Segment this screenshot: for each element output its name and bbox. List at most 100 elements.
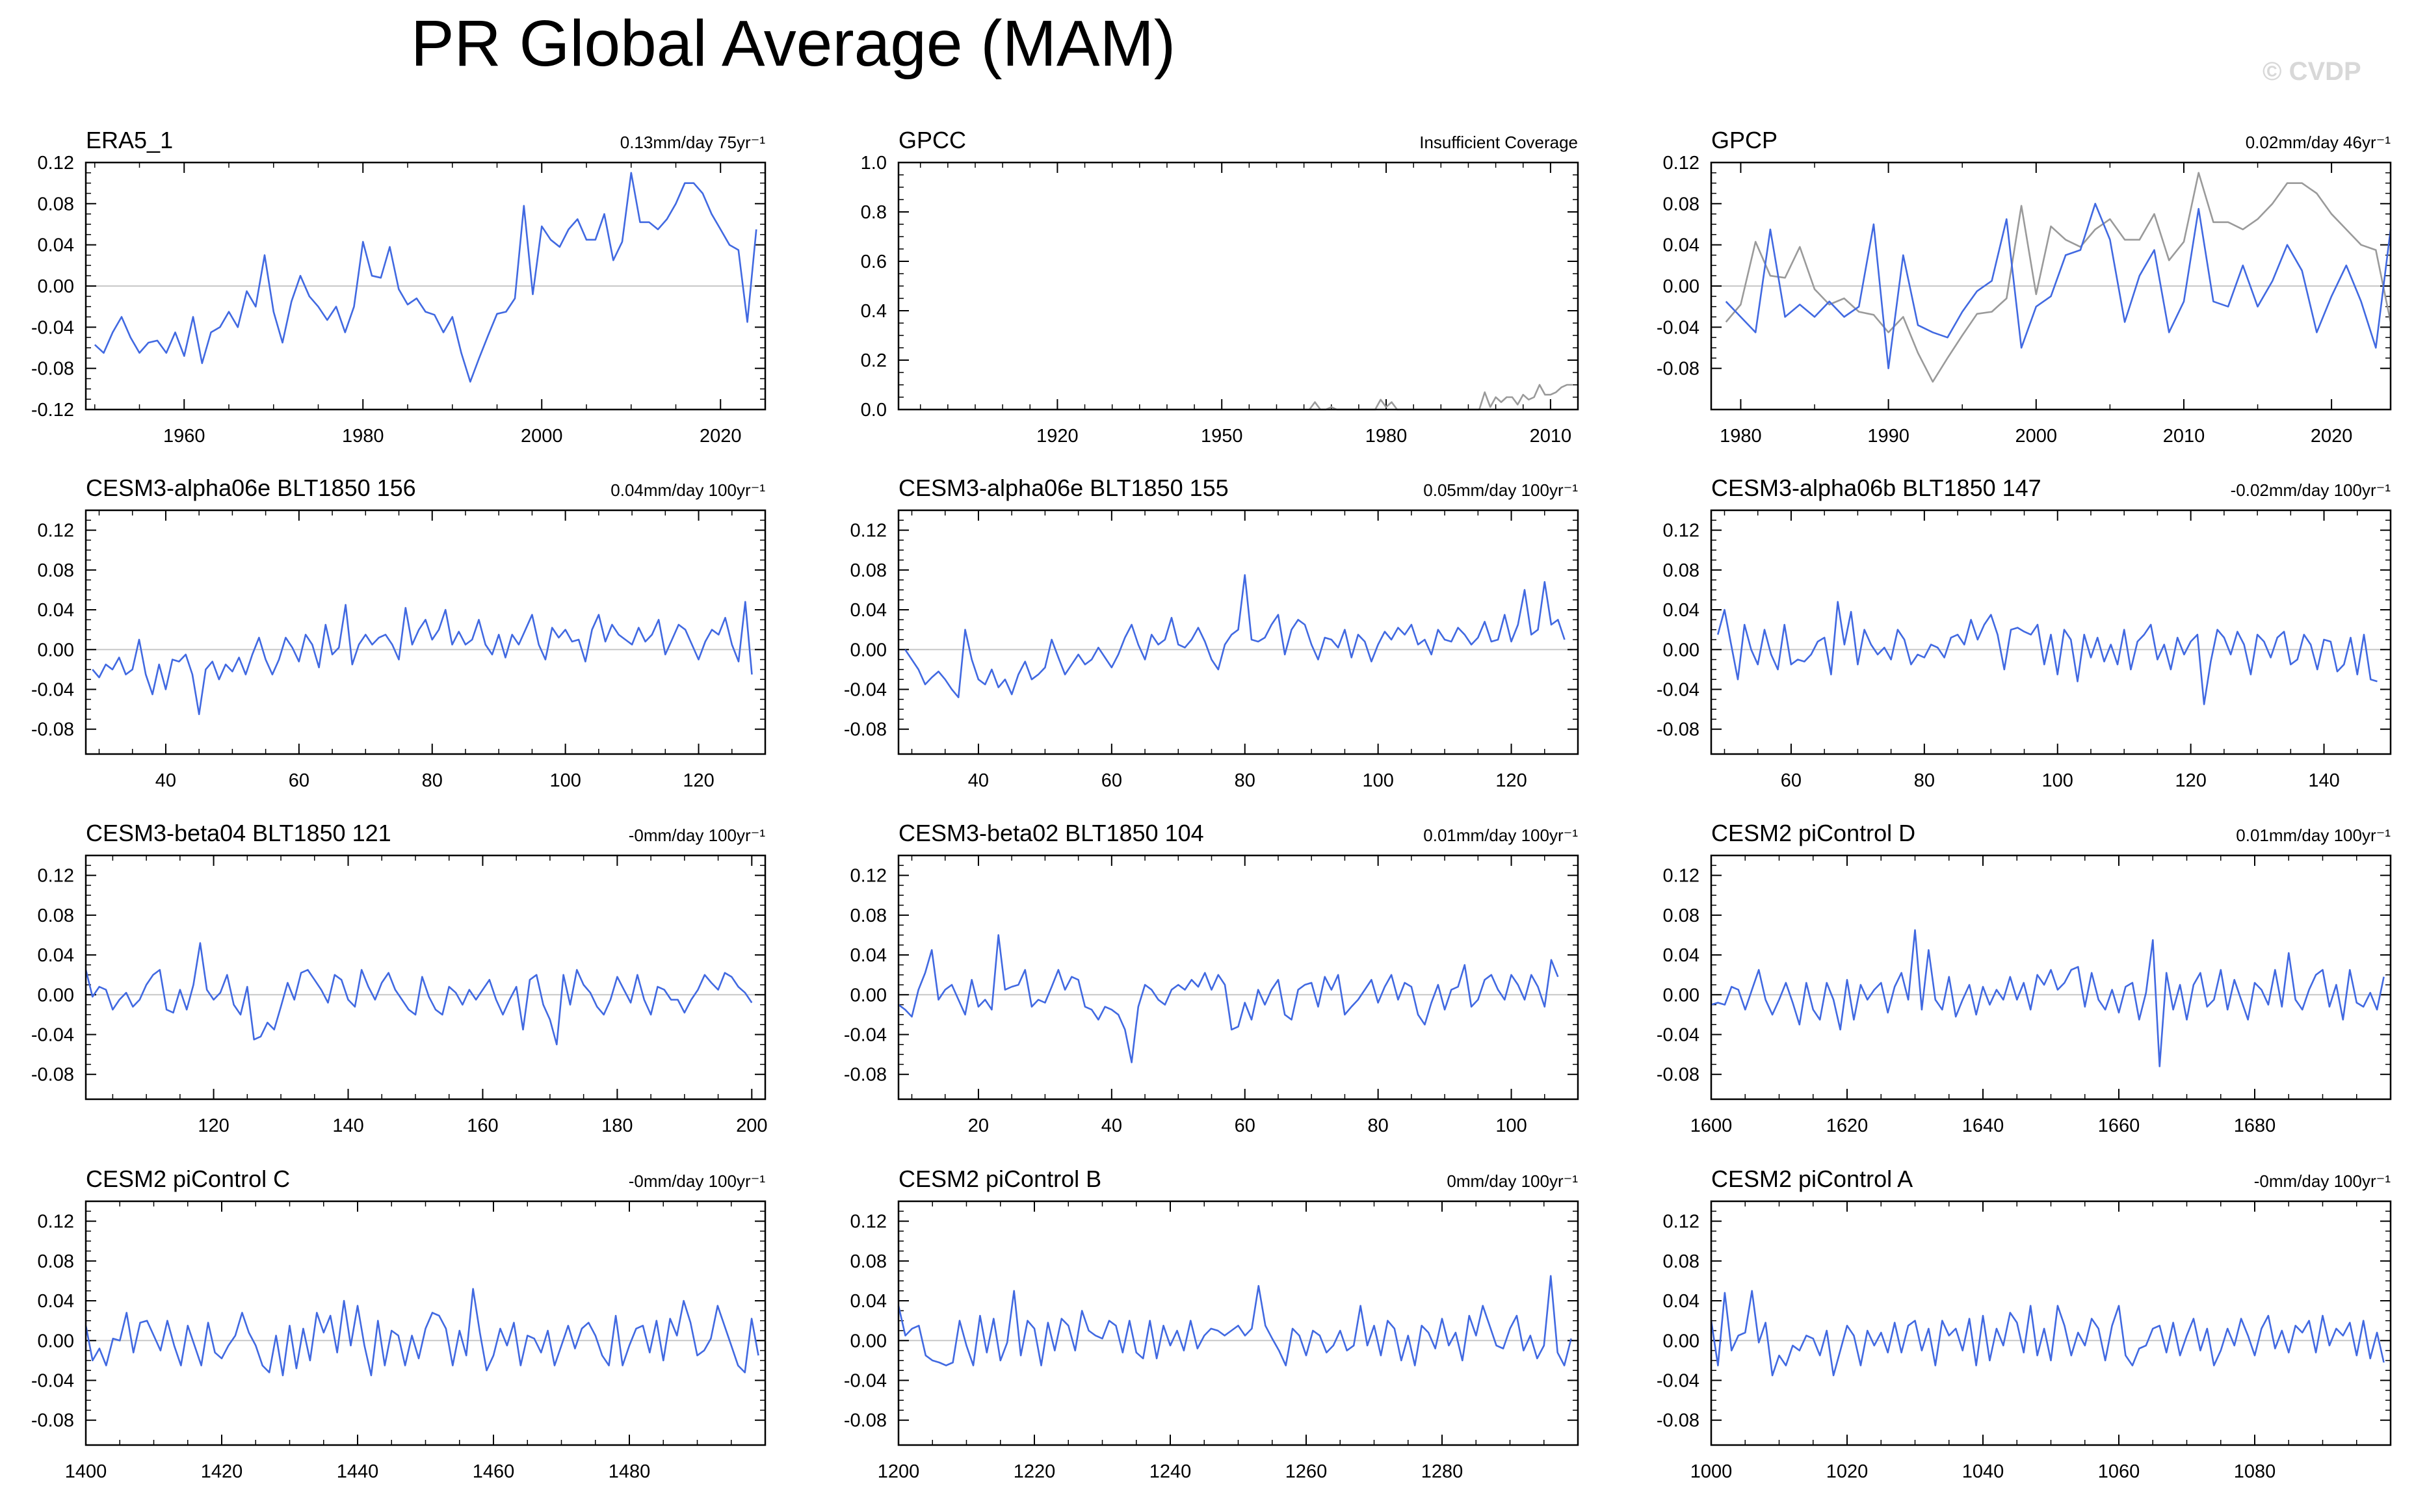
page-title: PR Global Average (MAM) xyxy=(410,7,1176,80)
y-tick-label: 0.12 xyxy=(1663,153,1699,174)
x-tick-label: 1240 xyxy=(1149,1461,1192,1482)
x-tick-label: 1460 xyxy=(473,1461,515,1482)
y-tick-label: -0.04 xyxy=(1657,317,1699,338)
panel-trend: -0mm/day 100yr⁻¹ xyxy=(629,826,766,845)
x-tick-label: 1680 xyxy=(2234,1115,2276,1136)
y-tick-label: 0.2 xyxy=(861,350,887,371)
y-tick-label: 0.6 xyxy=(861,252,887,272)
panel-trend: Insufficient Coverage xyxy=(1419,133,1578,152)
y-tick-label: 0.08 xyxy=(38,906,74,926)
x-tick-label: 1020 xyxy=(1826,1461,1869,1482)
x-tick-label: 60 xyxy=(1781,770,1802,791)
series-line xyxy=(85,1288,759,1377)
y-tick-label: 0.04 xyxy=(1663,600,1699,621)
y-tick-label: 0.04 xyxy=(38,1291,74,1312)
x-tick-label: 1080 xyxy=(2234,1461,2276,1482)
x-tick-label: 120 xyxy=(1495,770,1527,791)
panel-trend: 0.04mm/day 100yr⁻¹ xyxy=(610,480,765,500)
x-tick-label: 1420 xyxy=(201,1461,243,1482)
y-tick-label: 0.08 xyxy=(1663,1251,1699,1272)
y-tick-label: 0.00 xyxy=(1663,276,1699,297)
y-tick-label: 0.8 xyxy=(861,202,887,223)
x-tick-label: 140 xyxy=(2308,770,2339,791)
x-tick-label: 140 xyxy=(332,1115,363,1136)
panel-frame xyxy=(1710,1200,2392,1446)
y-tick-label: 0.08 xyxy=(1663,194,1699,215)
y-tick-label: 0.00 xyxy=(38,1331,74,1351)
series-line xyxy=(94,172,757,383)
x-tick-label: 2010 xyxy=(1530,426,1572,447)
panel-frame xyxy=(1710,509,2392,755)
x-tick-label: 100 xyxy=(2042,770,2073,791)
y-tick-label: 0.12 xyxy=(38,153,74,174)
y-tick-label: 0.00 xyxy=(38,640,74,660)
x-tick-label: 1980 xyxy=(1365,426,1408,447)
y-tick-label: -0.08 xyxy=(31,1411,74,1431)
x-tick-label: 1950 xyxy=(1201,426,1243,447)
panel-frame xyxy=(897,509,1579,755)
x-tick-label: 40 xyxy=(1101,1115,1122,1136)
x-tick-label: 1640 xyxy=(1962,1115,2004,1136)
y-tick-label: 0.12 xyxy=(38,866,74,887)
x-tick-label: 1260 xyxy=(1285,1461,1328,1482)
x-tick-label: 1480 xyxy=(609,1461,651,1482)
panel-trend: 0.05mm/day 100yr⁻¹ xyxy=(1423,480,1578,500)
y-tick-label: -0.04 xyxy=(844,1371,887,1392)
y-tick-label: 0.12 xyxy=(38,521,74,541)
series-line xyxy=(897,1275,1572,1366)
y-tick-label: 0.12 xyxy=(38,1212,74,1232)
series-line xyxy=(1711,929,2385,1067)
y-tick-label: -0.04 xyxy=(1657,680,1699,701)
x-tick-label: 200 xyxy=(736,1115,767,1136)
x-tick-label: 1000 xyxy=(1690,1461,1733,1482)
panel-title: GPCC xyxy=(899,127,966,153)
panel-title: CESM3-beta02 BLT1850 104 xyxy=(899,820,1204,846)
y-tick-label: 0.04 xyxy=(1663,1291,1699,1312)
y-tick-label: 0.04 xyxy=(850,600,887,621)
panel-title: CESM2 piControl C xyxy=(86,1166,290,1192)
series-line xyxy=(904,574,1566,699)
y-tick-label: 1.0 xyxy=(861,153,887,174)
x-tick-label: 100 xyxy=(1362,770,1393,791)
panel-trend: -0mm/day 100yr⁻¹ xyxy=(2254,1171,2391,1191)
x-tick-label: 120 xyxy=(198,1115,229,1136)
y-tick-label: 0.00 xyxy=(1663,985,1699,1006)
y-tick-label: 0.08 xyxy=(38,194,74,215)
y-tick-label: 0.00 xyxy=(1663,640,1699,660)
y-tick-label: 0.00 xyxy=(850,985,887,1006)
y-tick-label: 0.00 xyxy=(38,985,74,1006)
x-tick-label: 1200 xyxy=(878,1461,920,1482)
x-tick-label: 1400 xyxy=(65,1461,107,1482)
panel-title: CESM3-alpha06e BLT1850 156 xyxy=(86,475,416,501)
x-tick-label: 1600 xyxy=(1690,1115,1733,1136)
y-tick-label: 0.04 xyxy=(850,1291,887,1312)
x-tick-label: 1040 xyxy=(1962,1461,2004,1482)
y-tick-label: -0.04 xyxy=(1657,1371,1699,1392)
y-tick-label: -0.08 xyxy=(1657,720,1699,740)
y-tick-label: 0.08 xyxy=(38,560,74,581)
y-tick-label: 0.04 xyxy=(38,945,74,966)
y-tick-label: -0.08 xyxy=(31,359,74,380)
panel-trend: 0mm/day 100yr⁻¹ xyxy=(1447,1171,1578,1191)
panel-title: GPCP xyxy=(1711,127,1778,153)
x-tick-label: 1620 xyxy=(1826,1115,1869,1136)
y-tick-label: 0.12 xyxy=(850,521,887,541)
x-tick-label: 2020 xyxy=(700,426,742,447)
x-tick-label: 80 xyxy=(1914,770,1935,791)
panel-title: CESM2 piControl D xyxy=(1711,820,1915,846)
y-tick-label: 0.0 xyxy=(861,400,887,421)
panel-frame xyxy=(897,1200,1579,1446)
y-tick-label: 0.12 xyxy=(850,866,887,887)
y-tick-label: 0.08 xyxy=(850,1251,887,1272)
panel-title: CESM3-alpha06e BLT1850 155 xyxy=(899,475,1229,501)
x-tick-label: 2010 xyxy=(2163,426,2205,447)
x-tick-label: 1440 xyxy=(337,1461,379,1482)
panel-title: ERA5_1 xyxy=(86,127,173,153)
x-tick-label: 1220 xyxy=(1014,1461,1056,1482)
x-tick-label: 60 xyxy=(1101,770,1122,791)
y-tick-label: -0.08 xyxy=(844,1411,887,1431)
y-tick-label: -0.08 xyxy=(844,1065,887,1086)
x-tick-label: 1280 xyxy=(1421,1461,1463,1482)
y-tick-label: 0.12 xyxy=(1663,866,1699,887)
panel-frame xyxy=(85,161,767,411)
